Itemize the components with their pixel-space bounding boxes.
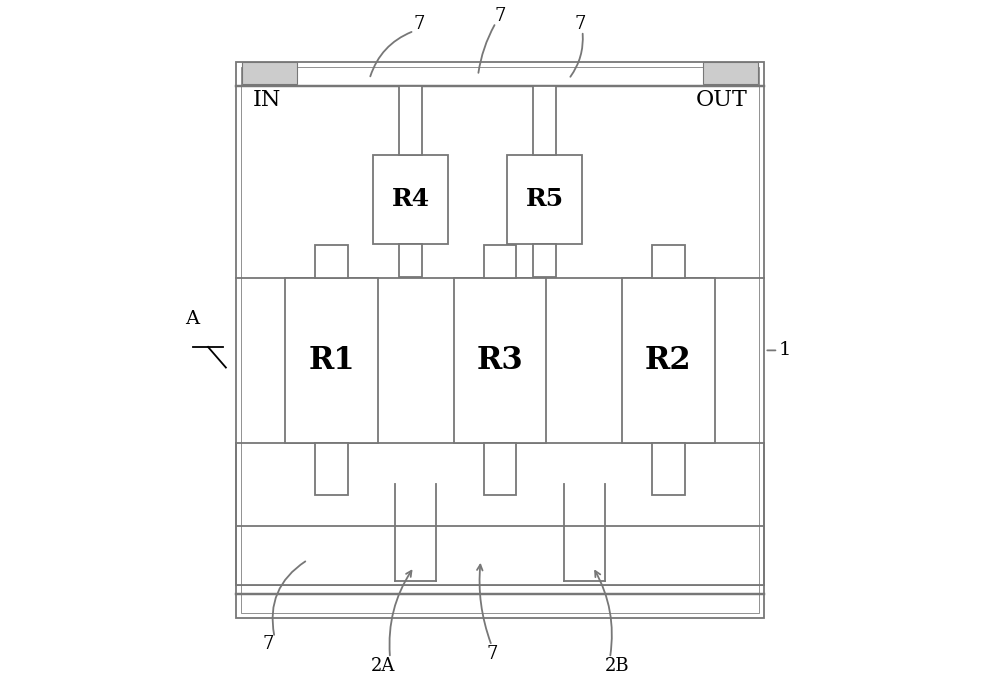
Text: 2B: 2B (604, 657, 629, 675)
Text: 2A: 2A (371, 657, 395, 675)
Text: R4: R4 (392, 188, 430, 211)
FancyArrowPatch shape (477, 565, 491, 643)
Bar (533, 86, 556, 155)
Text: A: A (185, 311, 199, 328)
FancyArrowPatch shape (389, 571, 411, 655)
Bar (533, 244, 556, 277)
FancyArrowPatch shape (570, 34, 583, 77)
Bar (484, 443, 516, 495)
Bar (242, 62, 297, 84)
Text: OUT: OUT (695, 89, 747, 111)
Text: 7: 7 (486, 645, 497, 663)
Bar (652, 245, 685, 278)
Bar (652, 443, 685, 495)
FancyArrowPatch shape (595, 571, 612, 655)
Bar (484, 245, 516, 278)
Text: 1: 1 (779, 341, 791, 359)
Text: 7: 7 (575, 15, 586, 33)
Bar (507, 155, 582, 244)
Text: R2: R2 (645, 345, 692, 376)
FancyArrowPatch shape (370, 32, 412, 76)
Bar (285, 278, 378, 443)
Text: IN: IN (253, 89, 281, 111)
Bar (315, 443, 348, 495)
FancyArrowPatch shape (273, 561, 305, 635)
Text: 7: 7 (494, 7, 506, 25)
FancyArrowPatch shape (478, 25, 495, 73)
Bar (315, 245, 348, 278)
Bar (622, 278, 715, 443)
Bar (373, 155, 448, 244)
Text: 7: 7 (263, 635, 274, 653)
Bar (454, 278, 546, 443)
Bar (399, 86, 422, 155)
Bar (703, 62, 758, 84)
Text: R1: R1 (308, 345, 355, 376)
Bar (399, 244, 422, 277)
Bar (241, 67, 759, 613)
Text: R3: R3 (477, 345, 523, 376)
Bar (236, 62, 764, 618)
Text: 7: 7 (414, 15, 425, 33)
Text: R5: R5 (526, 188, 564, 211)
